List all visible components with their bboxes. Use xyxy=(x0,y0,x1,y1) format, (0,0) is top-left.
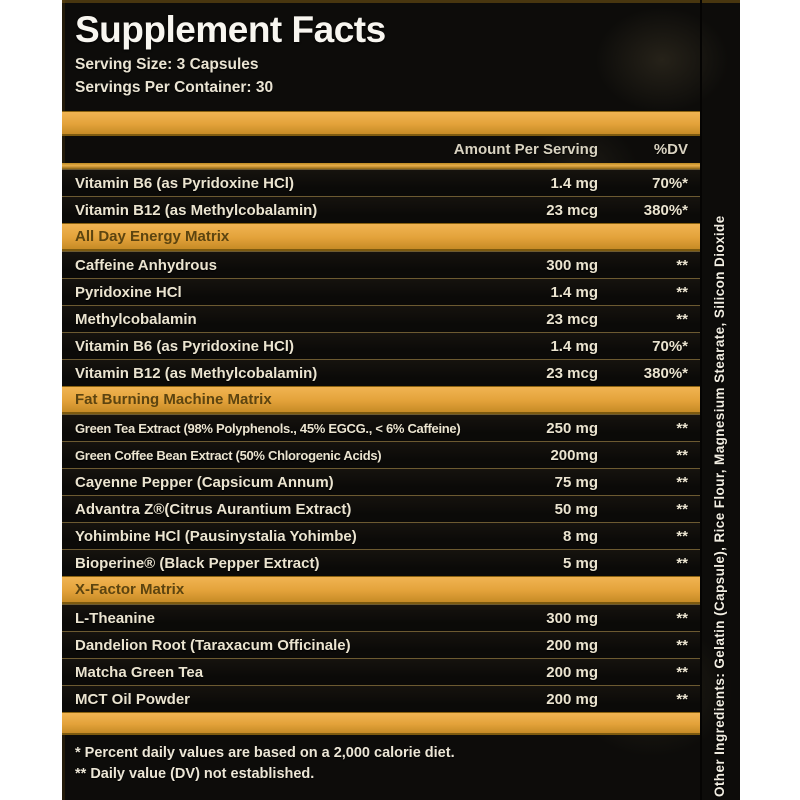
ingredient-row: Matcha Green Tea 200 mg ** xyxy=(62,658,700,685)
ingredient-row: Vitamin B12 (as Methylcobalamin) 23 mcg 38… xyxy=(62,196,700,223)
ingredient-dv: ** xyxy=(676,256,688,274)
ingredient-row: Vitamin B6 (as Pyridoxine HCl) 1.4 mg 70%* xyxy=(62,169,700,196)
ingredient-row: Cayenne Pepper (Capsicum Annum) 75 mg ** xyxy=(62,468,700,495)
section-header-label: X-Factor Matrix xyxy=(75,581,185,598)
ingredient-amount: 5 mg xyxy=(562,554,598,572)
ingredient-name: Bioperine® (Black Pepper Extract) xyxy=(75,554,320,572)
ingredient-amount: 200 mg xyxy=(546,636,598,654)
ingredient-name: Vitamin B12 (as Methylcobalamin) xyxy=(75,201,318,219)
section-header: Fat Burning Machine Matrix xyxy=(62,386,700,414)
ingredient-dv: ** xyxy=(676,663,688,681)
footnote-dv-not-established: ** Daily value (DV) not established. xyxy=(75,766,315,782)
ingredient-row: Vitamin B12 (as Methylcobalamin) 23 mcg 38… xyxy=(62,359,700,386)
ingredient-name: Cayenne Pepper (Capsicum Annum) xyxy=(75,473,334,491)
ingredient-dv: ** xyxy=(676,419,688,437)
ingredient-name: Matcha Green Tea xyxy=(75,663,204,681)
column-header-row: Amount Per Serving %DV xyxy=(62,136,700,163)
ingredient-name: Advantra Z®(Citrus Aurantium Extract) xyxy=(75,500,352,518)
supplement-facts-label: Supplement Facts Serving Size: 3 Capsule… xyxy=(62,0,740,800)
ingredient-name: L-Theanine xyxy=(75,609,156,627)
ingredient-amount: 250 mg xyxy=(546,419,598,437)
ingredient-row: Caffeine Anhydrous 300 mg ** xyxy=(62,251,700,278)
ingredient-name: MCT Oil Powder xyxy=(75,690,191,708)
ingredient-dv: ** xyxy=(676,636,688,654)
ingredient-dv: 70%* xyxy=(652,337,688,355)
ingredient-dv: ** xyxy=(676,310,688,328)
ingredient-amount: 200 mg xyxy=(546,663,598,681)
ingredient-amount: 50 mg xyxy=(554,500,598,518)
gold-divider-bottom xyxy=(62,712,700,735)
ingredient-name: Vitamin B6 (as Pyridoxine HCl) xyxy=(75,174,294,192)
column-amount-per-serving: Amount Per Serving xyxy=(453,141,598,158)
ingredient-amount: 1.4 mg xyxy=(550,337,598,355)
ingredient-amount: 300 mg xyxy=(546,609,598,627)
ingredient-amount: 300 mg xyxy=(546,256,598,274)
ingredient-row: Dandelion Root (Taraxacum Officinale) 200… xyxy=(62,631,700,658)
other-ingredients-text: Other Ingredients: Gelatin (Capsule), Ri… xyxy=(712,215,727,797)
section-header-label: All Day Energy Matrix xyxy=(75,228,230,245)
ingredient-name: Vitamin B6 (as Pyridoxine HCl) xyxy=(75,337,294,355)
ingredient-row: Pyridoxine HCl 1.4 mg ** xyxy=(62,278,700,305)
ingredient-row: Methylcobalamin 23 mcg ** xyxy=(62,305,700,332)
ingredient-amount: 1.4 mg xyxy=(550,174,598,192)
ingredient-dv: ** xyxy=(676,609,688,627)
ingredient-dv: 380%* xyxy=(643,201,688,219)
servings-per-container: Servings Per Container: 30 xyxy=(75,79,274,96)
ingredient-amount: 23 mcg xyxy=(546,310,598,328)
footnote-daily-values: * Percent daily values are based on a 2,… xyxy=(75,745,455,761)
ingredient-name: Green Coffee Bean Extract (50% Chlorogen… xyxy=(75,447,382,463)
ingredient-dv: ** xyxy=(676,527,688,545)
ingredient-dv: ** xyxy=(676,283,688,301)
ingredient-name: Methylcobalamin xyxy=(75,310,197,328)
section-header: All Day Energy Matrix xyxy=(62,223,700,251)
ingredient-row: MCT Oil Powder 200 mg ** xyxy=(62,685,700,712)
ingredient-name: Green Tea Extract (98% Polyphenols., 45%… xyxy=(75,420,461,436)
ingredient-amount: 1.4 mg xyxy=(550,283,598,301)
ingredient-dv: 380%* xyxy=(643,364,688,382)
ingredient-dv: ** xyxy=(676,690,688,708)
other-ingredients-strip: Other Ingredients: Gelatin (Capsule), Ri… xyxy=(700,0,740,800)
ingredient-name: Pyridoxine HCl xyxy=(75,283,182,301)
ingredient-dv: 70%* xyxy=(652,174,688,192)
ingredient-row: Yohimbine HCl (Pausinystalia Yohimbe) 8 m… xyxy=(62,522,700,549)
ingredient-row: Green Tea Extract (98% Polyphenols., 45%… xyxy=(62,414,700,441)
ingredient-dv: ** xyxy=(676,473,688,491)
ingredient-amount: 200 mg xyxy=(546,690,598,708)
ingredient-row: Vitamin B6 (as Pyridoxine HCl) 1.4 mg 70%* xyxy=(62,332,700,359)
facts-panel: Supplement Facts Serving Size: 3 Capsule… xyxy=(62,0,700,800)
ingredient-row: Bioperine® (Black Pepper Extract) 5 mg ** xyxy=(62,549,700,576)
ingredient-amount: 8 mg xyxy=(562,527,598,545)
label-title: Supplement Facts xyxy=(75,9,386,50)
ingredient-amount: 75 mg xyxy=(554,473,598,491)
section-header-label: Fat Burning Machine Matrix xyxy=(75,391,272,408)
column-percent-dv: %DV xyxy=(653,141,688,158)
ingredient-dv: ** xyxy=(676,554,688,572)
ingredient-dv: ** xyxy=(676,446,688,464)
ingredient-row: Green Coffee Bean Extract (50% Chlorogen… xyxy=(62,441,700,468)
ingredient-amount: 23 mcg xyxy=(546,364,598,382)
section-header: X-Factor Matrix xyxy=(62,576,700,604)
ingredient-amount: 23 mcg xyxy=(546,201,598,219)
footnotes: * Percent daily values are based on a 2,… xyxy=(62,735,700,785)
ingredient-name: Yohimbine HCl (Pausinystalia Yohimbe) xyxy=(75,527,357,545)
ingredient-name: Dandelion Root (Taraxacum Officinale) xyxy=(75,636,351,654)
ingredient-row: Advantra Z®(Citrus Aurantium Extract) 50 … xyxy=(62,495,700,522)
label-header: Supplement Facts Serving Size: 3 Capsule… xyxy=(62,0,700,111)
ingredient-dv: ** xyxy=(676,500,688,518)
gold-separator xyxy=(62,163,700,169)
ingredient-name: Vitamin B12 (as Methylcobalamin) xyxy=(75,364,318,382)
gold-divider-top xyxy=(62,111,700,136)
serving-size: Serving Size: 3 Capsules xyxy=(75,56,259,73)
ingredient-row: L-Theanine 300 mg ** xyxy=(62,604,700,631)
ingredient-amount: 200mg xyxy=(550,446,598,464)
ingredient-name: Caffeine Anhydrous xyxy=(75,256,217,274)
ingredient-table: Vitamin B6 (as Pyridoxine HCl) 1.4 mg 70%*… xyxy=(62,169,700,712)
